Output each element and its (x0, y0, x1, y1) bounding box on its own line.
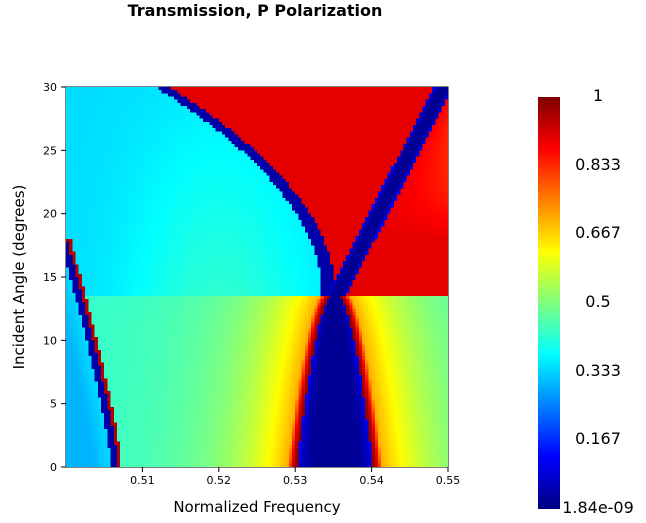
y-tick-label: 25 (43, 144, 57, 157)
y-tick-label: 5 (50, 398, 57, 411)
chart-title: Transmission, P Polarization (127, 1, 383, 20)
y-tick-label: 20 (43, 208, 57, 221)
colorbar-tick-label: 0.667 (575, 223, 621, 243)
colorbar-tick-label: 1.84e-09 (562, 498, 634, 517)
y-axis-label: Incident Angle (degrees) (10, 184, 28, 370)
y-tick-label: 30 (43, 81, 57, 94)
colorbar (538, 97, 560, 509)
colorbar-tick-label: 0.5 (585, 292, 611, 311)
x-axis-label: Normalized Frequency (173, 498, 341, 516)
x-tick-label: 0.53 (283, 474, 308, 487)
y-tick-label: 0 (50, 461, 57, 474)
x-tick-label: 0.51 (130, 474, 155, 487)
colorbar-tick-label: 0.167 (575, 429, 621, 449)
x-tick-label: 0.54 (359, 474, 384, 487)
x-tick-label: 0.52 (207, 474, 232, 487)
colorbar-tick-label: 0.333 (575, 360, 621, 380)
y-tick-label: 15 (43, 271, 57, 284)
colorbar-tick-label: 0.833 (575, 154, 621, 174)
x-tick-label: 0.55 (436, 474, 461, 487)
y-tick-label: 10 (43, 334, 57, 347)
heatmap-image (66, 87, 448, 467)
colorbar-tick-label: 1 (592, 86, 604, 105)
